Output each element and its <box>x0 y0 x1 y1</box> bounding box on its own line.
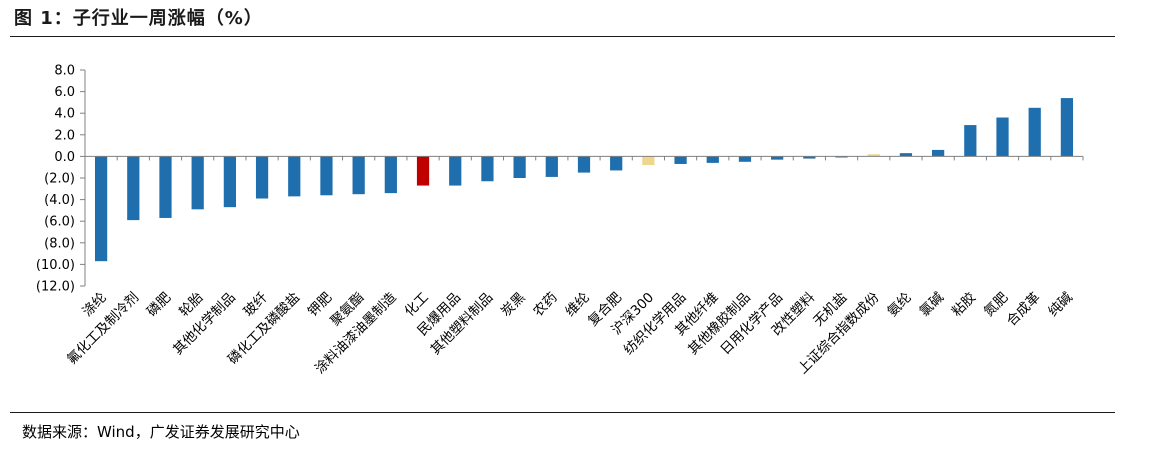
bar <box>835 156 848 158</box>
bar <box>320 156 333 196</box>
bar <box>867 154 880 157</box>
bar <box>191 156 204 210</box>
bar <box>449 156 462 186</box>
bar <box>738 156 752 162</box>
bar <box>674 156 687 164</box>
bar <box>964 125 977 157</box>
bar <box>352 156 365 195</box>
bar <box>288 156 301 197</box>
source-note: 数据来源：Wind，广发证券发展研究中心 <box>22 423 300 441</box>
category-label: 氯碱 <box>917 289 948 320</box>
bar <box>610 156 623 171</box>
bar <box>223 156 236 208</box>
bar <box>384 156 397 194</box>
y-tick-label: (6.0) <box>44 215 75 230</box>
category-label: 炭黑 <box>498 290 528 320</box>
figure-title: 图 1：子行业一周涨幅（%） <box>14 8 263 29</box>
y-tick-label: 2.0 <box>54 128 75 143</box>
bar <box>159 156 172 218</box>
y-tick-label: (8.0) <box>44 236 75 251</box>
top-rule <box>10 36 1115 37</box>
bar <box>899 153 913 157</box>
category-label: 氨纶 <box>884 290 914 320</box>
bar <box>545 156 558 177</box>
y-tick-label: (10.0) <box>36 258 75 273</box>
bar <box>1028 107 1041 157</box>
bar <box>577 156 591 173</box>
category-label: 纯碱 <box>1045 289 1076 320</box>
bar <box>1060 98 1074 157</box>
bar <box>771 156 784 160</box>
bar <box>255 156 269 199</box>
y-tick-label: 4.0 <box>54 107 75 122</box>
bar-chart: 8.0 6.0 4.0 2.0 0.0 (2.0) (4.0) (6.0) (8.0) (10.0… <box>36 64 1084 377</box>
category-label: 粘胶 <box>948 289 979 320</box>
category-label: 合成革 <box>1004 290 1044 330</box>
bar <box>416 156 430 186</box>
y-tick-label: 0.0 <box>54 150 75 165</box>
bar <box>481 156 494 182</box>
y-tick-label: (2.0) <box>44 172 75 187</box>
bar <box>513 156 526 178</box>
bar <box>94 156 108 262</box>
bar <box>127 156 140 221</box>
bottom-rule <box>10 412 1115 413</box>
y-tick-label: 8.0 <box>54 64 75 79</box>
bar <box>932 149 945 157</box>
category-label: 磷肥 <box>144 290 174 320</box>
y-tick-label: 6.0 <box>54 85 75 100</box>
bar <box>706 156 719 163</box>
bar <box>803 156 816 159</box>
y-tick-label: (12.0) <box>36 280 75 295</box>
y-tick-label: (4.0) <box>44 193 75 208</box>
bar <box>996 117 1009 157</box>
category-label: 农药 <box>530 290 560 320</box>
bar <box>642 156 655 166</box>
